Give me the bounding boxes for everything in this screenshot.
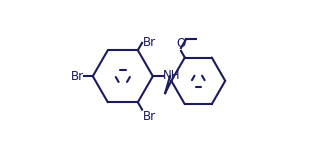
Text: NH: NH — [163, 69, 181, 82]
Text: Br: Br — [142, 36, 156, 49]
Text: Br: Br — [71, 70, 84, 83]
Text: Br: Br — [142, 110, 156, 123]
Text: O: O — [176, 37, 186, 50]
